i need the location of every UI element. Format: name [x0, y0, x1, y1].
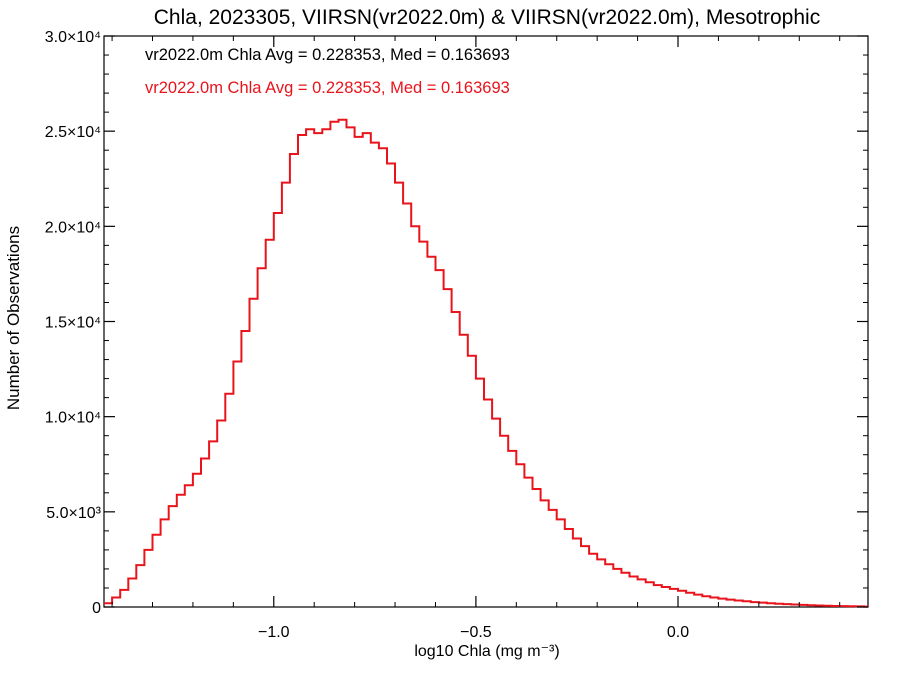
y-axis: 0 5.0×10³ 1.0×10⁴ 1.5×10⁴ 2.0×10⁴ 2.5×10⁴ 3.0×…	[45, 29, 868, 617]
x-tick-label: −0.5	[460, 624, 492, 641]
y-tick-label: 1.5×10⁴	[45, 315, 101, 332]
stats-annotation-red: vr2022.0m Chla Avg = 0.228353, Med = 0.1…	[145, 79, 510, 97]
y-tick-label: 2.5×10⁴	[45, 124, 101, 141]
y-tick-label: 3.0×10⁴	[45, 29, 101, 46]
chart-title: Chla, 2023305, VIIRSN(vr2022.0m) & VIIRS…	[154, 6, 820, 29]
x-tick-label: −1.0	[258, 624, 290, 641]
x-axis-label: log10 Chla (mg m⁻³)	[414, 643, 559, 660]
plot-frame	[103, 35, 869, 608]
histogram-series-line-0	[104, 118, 868, 608]
x-tick-label: 0.0	[667, 624, 689, 641]
y-axis-label: Number of Observations	[4, 226, 23, 410]
y-tick-label: 2.0×10⁴	[45, 219, 101, 236]
stats-annotation-black: vr2022.0m Chla Avg = 0.228353, Med = 0.1…	[145, 46, 510, 64]
x-axis: −1.0 −0.5 0.0	[111, 36, 841, 641]
y-tick-label: 1.0×10⁴	[45, 410, 101, 427]
y-tick-label: 0	[92, 600, 101, 617]
plot-area	[103, 35, 869, 608]
y-tick-label: 5.0×10³	[46, 505, 101, 522]
